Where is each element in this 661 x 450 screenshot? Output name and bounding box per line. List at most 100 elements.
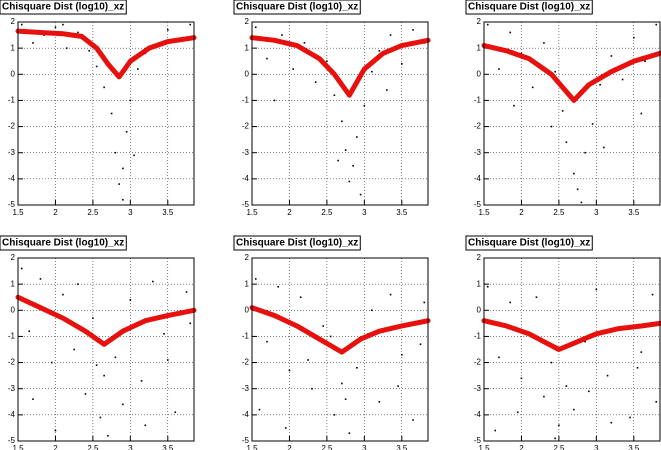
point	[535, 296, 538, 299]
point	[341, 382, 343, 385]
point	[133, 154, 135, 157]
point	[62, 293, 64, 296]
point	[333, 414, 336, 416]
y-tick-label: -1	[474, 96, 482, 105]
point	[573, 172, 575, 175]
y-tick-label: -4	[8, 174, 16, 183]
point	[486, 285, 489, 288]
point	[118, 183, 120, 185]
point	[584, 151, 586, 154]
point	[20, 267, 23, 270]
point	[378, 400, 381, 403]
x-tick-label: 1.5	[246, 208, 258, 217]
y-tick-label: -5	[8, 436, 16, 445]
y-tick-label: 0	[245, 305, 250, 314]
x-tick-label: 3	[594, 208, 599, 217]
point	[39, 278, 42, 280]
point	[254, 26, 257, 29]
point	[655, 23, 658, 26]
point	[333, 94, 336, 96]
point	[595, 288, 598, 291]
point	[400, 63, 403, 65]
point	[550, 125, 553, 128]
point	[644, 60, 646, 63]
point	[326, 60, 328, 63]
x-tick-label: 3.5	[628, 444, 640, 450]
point	[550, 361, 553, 364]
x-tick-label: 3	[128, 208, 133, 217]
y-tick-label: -2	[242, 122, 250, 131]
point	[610, 421, 613, 424]
point	[371, 70, 373, 73]
point	[28, 330, 31, 332]
x-tick-label: 1.5	[12, 208, 24, 217]
title-box	[465, 235, 593, 251]
x-tick-label: 2	[53, 444, 58, 450]
point	[292, 68, 294, 70]
point	[84, 393, 87, 395]
point	[356, 136, 358, 138]
point	[254, 278, 257, 280]
plot-frame	[483, 257, 661, 442]
point	[554, 70, 556, 73]
point	[513, 104, 515, 107]
y-tick-label: -5	[474, 436, 482, 445]
point	[166, 359, 169, 361]
x-tick-label: 3.5	[162, 208, 174, 217]
plot-frame	[251, 21, 429, 206]
x-tick-label: 3.5	[396, 208, 408, 217]
point	[65, 47, 68, 49]
y-tick-label: -2	[242, 358, 250, 367]
chart-title: Chisquare Dist (log10)_xz	[236, 238, 358, 249]
point	[166, 29, 169, 31]
point	[655, 400, 658, 403]
point	[386, 89, 388, 91]
point	[423, 301, 426, 304]
point	[303, 42, 306, 44]
point	[419, 343, 422, 346]
x-tick-label: 3	[362, 208, 367, 217]
point	[632, 36, 635, 39]
point	[629, 416, 631, 419]
point	[54, 26, 57, 29]
point	[99, 416, 102, 419]
x-tick-label: 3.5	[162, 444, 174, 450]
y-tick-label: 1	[477, 279, 482, 288]
point	[322, 325, 324, 327]
chart-title: Chisquare Dist (log10)_xz	[236, 2, 358, 13]
curve	[15, 28, 197, 80]
point	[389, 34, 392, 36]
x-tick-label: 2.5	[321, 444, 333, 450]
x-tick-label: 2.5	[87, 444, 99, 450]
point	[543, 42, 545, 44]
point	[591, 123, 594, 125]
y-tick-label: -4	[242, 174, 250, 183]
x-tick-label: 1.5	[478, 444, 490, 450]
y-tick-label: -5	[474, 200, 482, 209]
point	[640, 351, 643, 353]
curve	[249, 305, 431, 355]
point	[341, 120, 343, 123]
x-tick-label: 2	[287, 444, 292, 450]
plot-frame	[251, 21, 429, 206]
point	[95, 65, 98, 68]
point	[103, 86, 105, 89]
point	[576, 188, 579, 191]
chart-title: Chisquare Dist (log10)_xz	[2, 2, 124, 13]
x-tick-label: 2	[53, 208, 58, 217]
x-tick-label: 3	[128, 444, 133, 450]
point	[558, 424, 560, 427]
y-tick-label: 1	[245, 43, 250, 52]
chart-title: Chisquare Dist (log10)_xz	[468, 2, 590, 13]
point	[129, 299, 132, 301]
y-tick-label: 1	[11, 43, 16, 52]
point	[103, 374, 105, 377]
point	[185, 291, 188, 293]
y-tick-label: -4	[242, 410, 250, 419]
point	[337, 159, 339, 162]
title-box	[233, 235, 361, 251]
y-tick-label: -1	[242, 96, 250, 105]
point	[273, 99, 276, 102]
point	[498, 68, 500, 70]
